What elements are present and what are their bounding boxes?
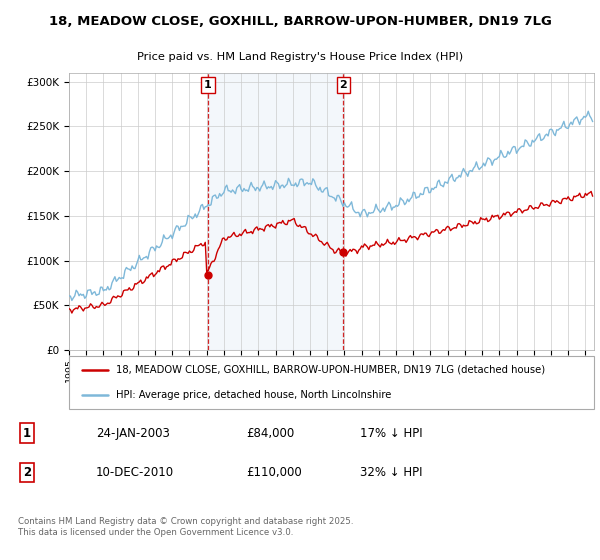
- Text: 17% ↓ HPI: 17% ↓ HPI: [360, 427, 422, 440]
- Text: 1: 1: [23, 427, 31, 440]
- Text: 10-DEC-2010: 10-DEC-2010: [96, 466, 174, 479]
- Text: £110,000: £110,000: [246, 466, 302, 479]
- Text: 24-JAN-2003: 24-JAN-2003: [96, 427, 170, 440]
- Text: HPI: Average price, detached house, North Lincolnshire: HPI: Average price, detached house, Nort…: [116, 390, 392, 400]
- Text: 18, MEADOW CLOSE, GOXHILL, BARROW-UPON-HUMBER, DN19 7LG (detached house): 18, MEADOW CLOSE, GOXHILL, BARROW-UPON-H…: [116, 365, 545, 375]
- Text: 32% ↓ HPI: 32% ↓ HPI: [360, 466, 422, 479]
- Text: 1: 1: [204, 80, 212, 90]
- Text: 2: 2: [340, 80, 347, 90]
- Text: Contains HM Land Registry data © Crown copyright and database right 2025.
This d: Contains HM Land Registry data © Crown c…: [18, 517, 353, 536]
- Text: £84,000: £84,000: [246, 427, 294, 440]
- Text: Price paid vs. HM Land Registry's House Price Index (HPI): Price paid vs. HM Land Registry's House …: [137, 53, 463, 62]
- Text: 2: 2: [23, 466, 31, 479]
- Bar: [208, 73, 343, 350]
- Text: 18, MEADOW CLOSE, GOXHILL, BARROW-UPON-HUMBER, DN19 7LG: 18, MEADOW CLOSE, GOXHILL, BARROW-UPON-H…: [49, 15, 551, 27]
